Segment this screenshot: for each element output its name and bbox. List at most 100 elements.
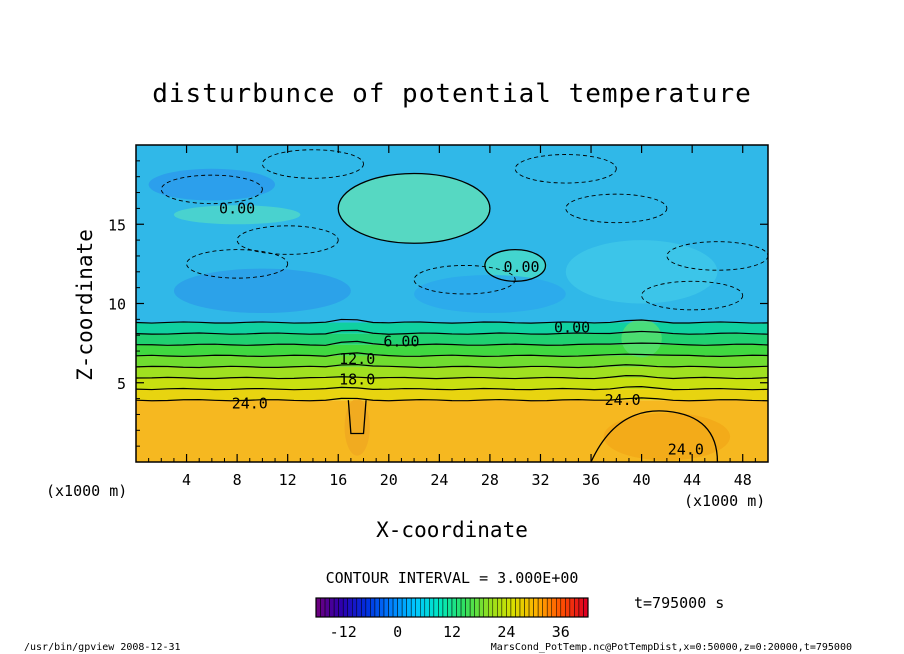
x-tick-label-8: 36 xyxy=(582,471,600,489)
contour-neg-6 xyxy=(641,280,744,311)
band-6 xyxy=(136,333,768,345)
shade-5 xyxy=(148,168,276,201)
y-tick-label-1: 10 xyxy=(108,296,126,314)
colorbar-cell-15 xyxy=(383,597,389,618)
colorbar-cell-21 xyxy=(410,597,416,618)
contour-warm-cell xyxy=(590,410,719,463)
x-tick-label-2: 12 xyxy=(279,471,297,489)
colorbar-cell-59 xyxy=(583,597,589,618)
colorbar-cell-33 xyxy=(465,597,471,618)
colorbar-cell-31 xyxy=(456,597,462,618)
colorbar-cell-58 xyxy=(578,597,584,618)
colorbar-cell-51 xyxy=(546,597,552,618)
colorbar-cell-28 xyxy=(442,597,448,618)
colorbar-cell-41 xyxy=(501,597,507,618)
colorbar-cell-6 xyxy=(342,597,348,618)
colorbar-cell-34 xyxy=(469,597,475,618)
x-tick-label-0: 4 xyxy=(182,471,191,489)
colorbar-tick-1: 0 xyxy=(393,623,402,641)
colorbar-cell-37 xyxy=(483,597,489,618)
band-5 xyxy=(136,344,768,356)
x-tick-label-1: 8 xyxy=(233,471,242,489)
colorbar-cell-24 xyxy=(424,597,430,618)
colorbar-cell-10 xyxy=(361,597,367,618)
contour-label-2: 0.00 xyxy=(554,318,590,336)
colorbar-cell-48 xyxy=(533,597,539,618)
y-tick-label-0: 5 xyxy=(117,375,126,393)
contour-line-0 xyxy=(135,397,769,402)
contour-line-6 xyxy=(135,329,769,335)
contour-neg-4 xyxy=(186,249,289,279)
contour-label-1: 0.00 xyxy=(503,258,539,276)
colorbar-cell-25 xyxy=(429,597,435,618)
y-tick-label-2: 15 xyxy=(108,216,126,234)
footer-left: /usr/bin/gpview 2008-12-31 xyxy=(24,642,181,653)
colorbar-cell-11 xyxy=(365,597,371,618)
contour-neg-0 xyxy=(160,174,263,205)
colorbar-cell-20 xyxy=(406,597,412,618)
colorbar-cell-44 xyxy=(515,597,521,618)
x-tick-label-7: 32 xyxy=(531,471,549,489)
colorbar-cell-8 xyxy=(352,597,358,618)
contour-plume xyxy=(347,400,367,435)
x-tick-label-6: 28 xyxy=(481,471,499,489)
y-axis-label: Z-coordinate xyxy=(73,229,97,381)
x-tick-label-10: 44 xyxy=(683,471,701,489)
x-tick-label-4: 20 xyxy=(380,471,398,489)
contour-interval: CONTOUR INTERVAL = 3.000E+00 xyxy=(326,569,579,587)
contour-label-0: 0.00 xyxy=(219,199,255,217)
colorbar-cell-2 xyxy=(324,597,330,618)
contour-line-3 xyxy=(135,363,769,369)
footer-right: MarsCond_PotTemp.nc@PotTempDist,x=0:5000… xyxy=(491,642,852,653)
colorbar-cell-55 xyxy=(565,597,571,618)
colorbar-cell-13 xyxy=(374,597,380,618)
colorbar-cell-57 xyxy=(574,597,580,618)
contour-line-7 xyxy=(135,318,769,324)
shade-0 xyxy=(338,173,490,244)
x-axis-label: X-coordinate xyxy=(376,518,528,542)
x-tick-label-5: 24 xyxy=(430,471,448,489)
colorbar-cell-52 xyxy=(551,597,557,618)
colorbar-cell-9 xyxy=(356,597,362,618)
colorbar-cell-36 xyxy=(478,597,484,618)
colorbar-tick-0: -12 xyxy=(330,623,357,641)
time-label: t=795000 s xyxy=(634,594,724,612)
shade-8 xyxy=(603,412,731,461)
contour-line-2 xyxy=(135,375,769,380)
colorbar-tick-3: 24 xyxy=(497,623,515,641)
band-3 xyxy=(136,366,768,378)
colorbar-cell-30 xyxy=(451,597,457,618)
colorbar-cell-54 xyxy=(560,597,566,618)
contour-label-8: 24.0 xyxy=(668,440,704,458)
contour-label-3: 6.00 xyxy=(383,333,419,351)
colorbar-cell-50 xyxy=(542,597,548,618)
plot-area: 0.00 0.00 0.00 6.00 12.0 18.0 24.0 24.0 24.0 xyxy=(135,144,769,463)
band-7 xyxy=(136,322,768,334)
colorbar-cell-18 xyxy=(397,597,403,618)
contour-zero-upper xyxy=(337,172,491,244)
shade-2 xyxy=(483,249,547,282)
colorbar-cell-39 xyxy=(492,597,498,618)
colorbar-cell-27 xyxy=(438,597,444,618)
colorbar-cell-45 xyxy=(519,597,525,618)
shade-3 xyxy=(173,268,351,314)
shade-6 xyxy=(565,240,718,304)
colorbar-cell-0 xyxy=(315,597,321,618)
chart-title: disturbunce of potential temperature xyxy=(152,79,752,109)
colorbar-cell-42 xyxy=(506,597,512,618)
contour-line-4 xyxy=(135,352,769,358)
contour-line-5 xyxy=(135,340,769,346)
contour-neg-1 xyxy=(261,149,364,179)
colorbar-cell-47 xyxy=(528,597,534,618)
colorbar-cell-40 xyxy=(497,597,503,618)
band-1 xyxy=(136,389,768,401)
contour-label-4: 12.0 xyxy=(339,350,375,368)
contour-neg-7 xyxy=(236,225,339,255)
shade-4 xyxy=(414,274,566,314)
contour-label-7: 24.0 xyxy=(605,391,641,409)
x-tick-label-3: 16 xyxy=(329,471,347,489)
colorbar xyxy=(315,597,589,618)
x-unit-right: (x1000 m) xyxy=(684,492,765,510)
colorbar-cell-5 xyxy=(338,597,344,618)
